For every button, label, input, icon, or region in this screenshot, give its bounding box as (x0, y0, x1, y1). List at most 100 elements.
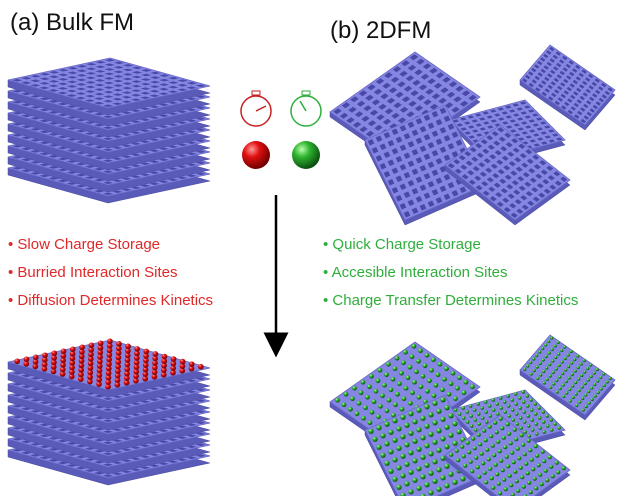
pore (66, 149, 77, 152)
pore (464, 151, 472, 157)
pore (149, 453, 160, 456)
pore (140, 87, 151, 90)
pore (524, 181, 532, 187)
pore (503, 165, 511, 171)
pore (447, 163, 455, 169)
site (115, 354, 122, 361)
pore (112, 406, 123, 409)
pore (581, 69, 587, 74)
pore (121, 177, 132, 180)
pore (48, 166, 59, 169)
green-timer-knob (301, 90, 311, 96)
pore (517, 117, 524, 121)
site (554, 460, 559, 465)
pore (102, 159, 114, 162)
site (77, 376, 84, 382)
pore (365, 94, 374, 101)
pore (562, 55, 568, 61)
site (133, 373, 139, 380)
pore (131, 89, 142, 92)
site (470, 384, 475, 390)
pore (580, 107, 586, 112)
pore (579, 84, 585, 89)
pore (66, 127, 77, 130)
site (573, 369, 577, 373)
site (427, 378, 432, 384)
pore (168, 81, 179, 84)
site (392, 418, 398, 424)
pore (586, 100, 592, 105)
pore (435, 72, 445, 79)
pore (39, 412, 50, 416)
bullet: • Diffusion Determines Kinetics (8, 292, 213, 309)
pore (103, 81, 115, 85)
site (562, 394, 566, 399)
site (41, 366, 48, 372)
site (408, 400, 413, 406)
pore (389, 123, 398, 130)
pore (556, 137, 563, 141)
pore (566, 86, 572, 92)
pore (541, 91, 547, 97)
site (534, 422, 538, 426)
pore (158, 180, 169, 183)
site (513, 469, 518, 474)
pore (158, 385, 169, 388)
site (68, 373, 75, 380)
pore (403, 133, 411, 140)
pore (167, 449, 179, 452)
site (587, 389, 591, 394)
pore (75, 455, 86, 459)
site (88, 351, 94, 358)
pore (375, 78, 385, 85)
pore (158, 83, 170, 86)
site (557, 363, 561, 368)
site (440, 397, 446, 403)
site (498, 491, 503, 496)
pore (528, 109, 535, 113)
pore (57, 428, 68, 432)
pore (387, 140, 395, 147)
pore (48, 100, 59, 103)
pore (39, 445, 50, 449)
site (602, 383, 606, 388)
pore (39, 434, 50, 438)
timers (240, 90, 322, 169)
pore (102, 170, 114, 173)
pore (121, 144, 132, 147)
pore (510, 170, 518, 176)
site (396, 445, 402, 451)
site (538, 416, 542, 420)
site (142, 375, 149, 382)
pore (461, 90, 471, 97)
site (586, 366, 590, 371)
site (529, 457, 534, 462)
site (545, 478, 550, 483)
pore (177, 403, 188, 406)
pore (57, 102, 68, 106)
pore (480, 139, 488, 145)
pore (486, 115, 493, 119)
pore (39, 108, 50, 112)
site (539, 482, 544, 487)
site (59, 366, 66, 373)
pore (468, 135, 475, 139)
pore (548, 96, 554, 101)
site (530, 408, 534, 412)
pore (150, 71, 161, 75)
pore (75, 151, 86, 155)
pore (58, 73, 69, 77)
site (465, 410, 469, 414)
pore (464, 131, 471, 135)
pore (439, 127, 447, 134)
site (468, 459, 473, 464)
pore (48, 84, 59, 88)
site (558, 375, 562, 379)
site (179, 358, 186, 365)
pore (85, 72, 97, 75)
pore (93, 460, 105, 464)
pore (482, 111, 489, 115)
pore (149, 398, 160, 401)
site (550, 474, 555, 479)
